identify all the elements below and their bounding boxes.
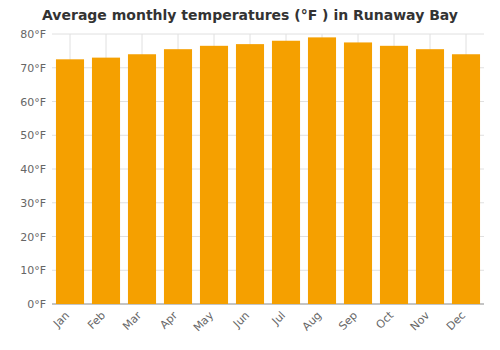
x-tick-label: Feb: [85, 309, 108, 332]
bar: Sep: 77.5: [344, 42, 372, 304]
x-tick-label: Dec: [444, 309, 468, 333]
x-tick-label: Aug: [300, 309, 324, 333]
grid: [52, 34, 484, 304]
x-tick-label: Oct: [373, 308, 396, 331]
bars: Jan: 72.5 Feb: 73 Mar: 74 Apr: 75.5 May: 76.…: [56, 37, 480, 304]
y-tick-label: 70°F: [20, 62, 46, 75]
y-grid-line: [52, 34, 484, 35]
x-tick-label: Apr: [157, 309, 180, 332]
bar: Jul: 78: [272, 41, 300, 304]
bar: Mar: 74: [128, 54, 156, 304]
x-tick-label: Sep: [336, 309, 360, 333]
bar: May: 76.5: [200, 46, 228, 304]
bar: Feb: 73: [92, 58, 120, 304]
x-tick-label: Mar: [120, 309, 144, 333]
y-tick-label: 10°F: [20, 264, 46, 277]
y-tick-label: 30°F: [20, 197, 46, 210]
chart-title: Average monthly temperatures (°F ) in Ru…: [42, 7, 458, 23]
bar: Nov: 75.5: [416, 49, 444, 304]
bar: Aug: 79: [308, 37, 336, 304]
bar: Apr: 75.5: [164, 49, 192, 304]
bar: Oct: 76.5: [380, 46, 408, 304]
y-tick-label: 20°F: [20, 231, 46, 244]
axes: 0°F 10°F 20°F 30°F 40°F 50°F 60°F 70°F 80°F Jan Fe…: [20, 28, 484, 334]
x-tick-label: May: [191, 309, 217, 335]
bar: Jun: 77: [236, 44, 264, 304]
x-tick-label: Nov: [408, 309, 433, 334]
y-tick-label: 40°F: [20, 163, 46, 176]
bar: Jan: 72.5: [56, 59, 84, 304]
y-tick-label: 80°F: [20, 28, 46, 41]
y-tick-label: 50°F: [20, 129, 46, 142]
y-tick-label: 0°F: [27, 298, 46, 311]
chart-svg: Average monthly temperatures (°F ) in Ru…: [0, 0, 500, 350]
chart-container: Average monthly temperatures (°F ) in Ru…: [0, 0, 500, 350]
bar: Dec: 74: [452, 54, 480, 304]
x-tick-label: Jul: [269, 309, 288, 328]
y-tick-label: 60°F: [20, 96, 46, 109]
x-tick-label: Jun: [230, 309, 252, 331]
x-tick-label: Jan: [50, 309, 72, 331]
